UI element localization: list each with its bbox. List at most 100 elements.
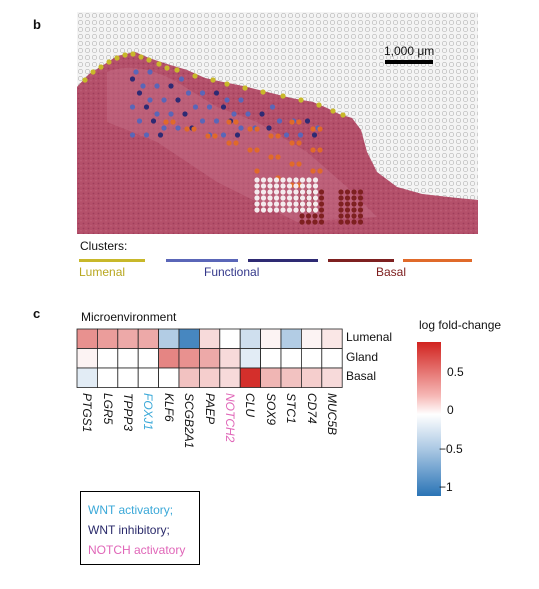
gene-label: CD74 bbox=[304, 393, 319, 424]
heatmap-cell bbox=[260, 367, 282, 388]
heatmap-cell bbox=[178, 348, 200, 369]
heatmap-cell bbox=[219, 367, 241, 388]
scale-bar-label: 1,000 μm bbox=[384, 44, 435, 58]
heatmap-cell bbox=[137, 348, 160, 369]
cluster-spot bbox=[286, 195, 293, 201]
cluster-spot bbox=[280, 177, 286, 183]
cluster-spot bbox=[344, 189, 351, 195]
clusters-title: Clusters: bbox=[80, 239, 128, 253]
cluster-spot bbox=[299, 219, 305, 225]
cluster-spot bbox=[254, 183, 260, 189]
heatmap-cell bbox=[178, 367, 200, 388]
cluster-spot bbox=[299, 213, 305, 219]
legend-wnt-inhibitory: WNT inhibitory; bbox=[88, 523, 170, 537]
heatmap-cell bbox=[137, 328, 160, 349]
heatmap-cell bbox=[158, 328, 180, 349]
cluster-spot bbox=[344, 219, 351, 225]
cluster-spot bbox=[293, 177, 299, 183]
cluster-spot bbox=[293, 189, 299, 195]
cluster-legend-line bbox=[403, 259, 472, 262]
gene-label: FOXJ1 bbox=[141, 393, 156, 431]
cluster-spot bbox=[299, 201, 306, 207]
cluster-spot bbox=[318, 207, 325, 213]
cluster-spot bbox=[175, 125, 181, 131]
cluster-spot bbox=[157, 132, 164, 138]
heatmap-cell bbox=[300, 348, 323, 369]
cluster-spot bbox=[306, 201, 312, 207]
cluster-spot bbox=[129, 132, 136, 138]
heatmap-cell bbox=[300, 328, 323, 349]
cluster-spot bbox=[293, 183, 299, 189]
cluster-spot bbox=[351, 189, 357, 195]
cluster-spot bbox=[220, 132, 227, 138]
cluster-legend-line bbox=[79, 259, 145, 262]
cluster-spot bbox=[224, 97, 230, 103]
gene-category-legend: WNT activatory; WNT inhibitory; NOTCH ac… bbox=[80, 491, 200, 565]
cluster-spot bbox=[136, 118, 143, 124]
cluster-spot bbox=[299, 183, 306, 189]
heatmap-cell bbox=[158, 367, 180, 388]
cluster-spot bbox=[304, 118, 311, 124]
cluster-spot bbox=[344, 207, 351, 213]
cluster-spot bbox=[212, 133, 218, 139]
cluster-spot bbox=[163, 119, 169, 125]
cluster-spot bbox=[82, 77, 88, 83]
cluster-spot bbox=[245, 111, 251, 117]
cluster-spot bbox=[205, 133, 211, 139]
cluster-spot bbox=[273, 207, 280, 213]
heatmap-cell bbox=[239, 328, 261, 349]
cluster-spot bbox=[254, 147, 260, 153]
cluster-spot bbox=[260, 89, 266, 95]
heatmap-title: Microenvironment bbox=[81, 310, 177, 324]
cluster-spot bbox=[296, 140, 302, 146]
cluster-spot bbox=[254, 126, 260, 132]
cluster-spot bbox=[306, 207, 312, 213]
cluster-spot bbox=[233, 119, 239, 125]
spatial-tissue-image bbox=[77, 12, 478, 234]
cluster-spot bbox=[213, 118, 220, 124]
cluster-spot bbox=[312, 183, 319, 189]
cluster-spot bbox=[233, 140, 239, 146]
heatmap-cell bbox=[321, 348, 343, 369]
cluster-spot bbox=[276, 118, 283, 124]
cluster-spot bbox=[351, 213, 357, 219]
heatmap-cell bbox=[280, 367, 302, 388]
colorbar-title: log fold-change bbox=[419, 318, 502, 332]
cluster-spot bbox=[306, 195, 312, 201]
cluster-label-functional: Functional bbox=[204, 265, 260, 279]
cluster-spot bbox=[191, 126, 197, 132]
cluster-spot bbox=[310, 147, 316, 153]
cluster-spot bbox=[170, 119, 176, 125]
cluster-spot bbox=[338, 201, 344, 207]
heatmap-cell bbox=[219, 328, 241, 349]
cluster-spot bbox=[312, 189, 319, 195]
heatmap-cell bbox=[76, 328, 98, 349]
heatmap-cell bbox=[76, 348, 98, 369]
cluster-spot bbox=[178, 76, 185, 82]
cluster-spot bbox=[220, 104, 227, 110]
cluster-spot bbox=[306, 177, 312, 183]
cluster-spot bbox=[280, 183, 286, 189]
cluster-spot bbox=[283, 132, 290, 138]
heatmap-cell bbox=[158, 348, 180, 369]
cluster-spot bbox=[275, 133, 281, 139]
cluster-spot bbox=[129, 76, 136, 82]
heatmap-cell bbox=[96, 348, 119, 369]
gene-label: MUC5B bbox=[325, 393, 339, 436]
cluster-spot bbox=[260, 201, 267, 207]
cluster-spot bbox=[306, 189, 312, 195]
heatmap-row-label: Basal bbox=[346, 369, 377, 383]
cluster-spot bbox=[357, 213, 364, 219]
cluster-spot bbox=[273, 189, 280, 195]
heatmap-cell bbox=[239, 367, 261, 388]
cluster-spot bbox=[286, 201, 293, 207]
cluster-spot bbox=[305, 213, 312, 219]
cluster-spot bbox=[161, 97, 167, 103]
cluster-spot bbox=[224, 81, 230, 87]
cluster-spot bbox=[273, 201, 280, 207]
cluster-spot bbox=[317, 147, 323, 153]
cluster-spot bbox=[267, 201, 273, 207]
heatmap-cell bbox=[260, 328, 282, 349]
cluster-spot bbox=[338, 219, 344, 225]
heatmap-cell bbox=[199, 328, 221, 349]
